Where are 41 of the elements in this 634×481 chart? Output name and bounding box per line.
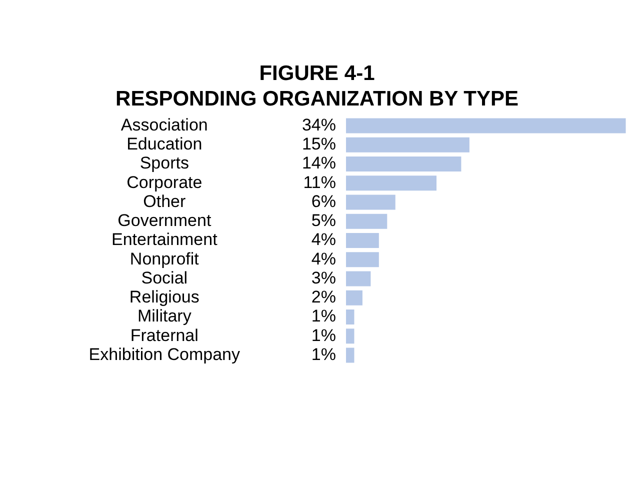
bar — [346, 310, 354, 324]
data-label: 1% — [311, 306, 336, 326]
y-tick-label: Nonprofit — [130, 249, 200, 268]
y-tick-label: Fraternal — [130, 326, 198, 345]
y-tick-label: Entertainment — [111, 230, 218, 250]
y-tick-label: Education — [126, 134, 202, 154]
y-tick-label: Social — [141, 268, 188, 288]
bar — [346, 194, 396, 210]
y-tick-label: Exhibition Company — [88, 344, 240, 364]
data-label: 34% — [302, 115, 336, 134]
bar — [346, 348, 354, 363]
data-label: 4% — [311, 230, 336, 250]
bar — [346, 252, 379, 268]
data-label: 5% — [311, 211, 336, 230]
bar — [346, 328, 354, 344]
data-label: 14% — [302, 154, 336, 173]
y-tick-label: Religious — [129, 288, 200, 307]
y-tick-label: Military — [137, 306, 192, 326]
y-tick-label: Government — [118, 211, 212, 230]
y-tick-label: Association — [120, 115, 208, 134]
bar — [346, 233, 379, 248]
bar — [346, 176, 437, 191]
bar — [346, 137, 470, 152]
data-label: 4% — [311, 249, 336, 268]
chart-subtitle: RESPONDING ORGANIZATION BY TYPE — [116, 87, 518, 110]
data-label: 15% — [302, 134, 336, 154]
bar — [346, 214, 388, 229]
bar — [346, 290, 362, 306]
data-label: 6% — [311, 192, 336, 211]
bar — [346, 118, 626, 134]
bar — [346, 271, 371, 286]
data-label: 3% — [311, 268, 336, 288]
y-tick-label: Sports — [140, 154, 189, 173]
data-label: 11% — [303, 172, 336, 192]
y-tick-label: Corporate — [126, 172, 202, 192]
data-label: 1% — [311, 326, 336, 345]
chart-title: FIGURE 4-1 — [259, 62, 376, 86]
data-label: 1% — [311, 344, 336, 364]
data-label: 2% — [311, 288, 336, 307]
y-tick-label: Other — [143, 192, 186, 211]
bar — [346, 156, 462, 172]
